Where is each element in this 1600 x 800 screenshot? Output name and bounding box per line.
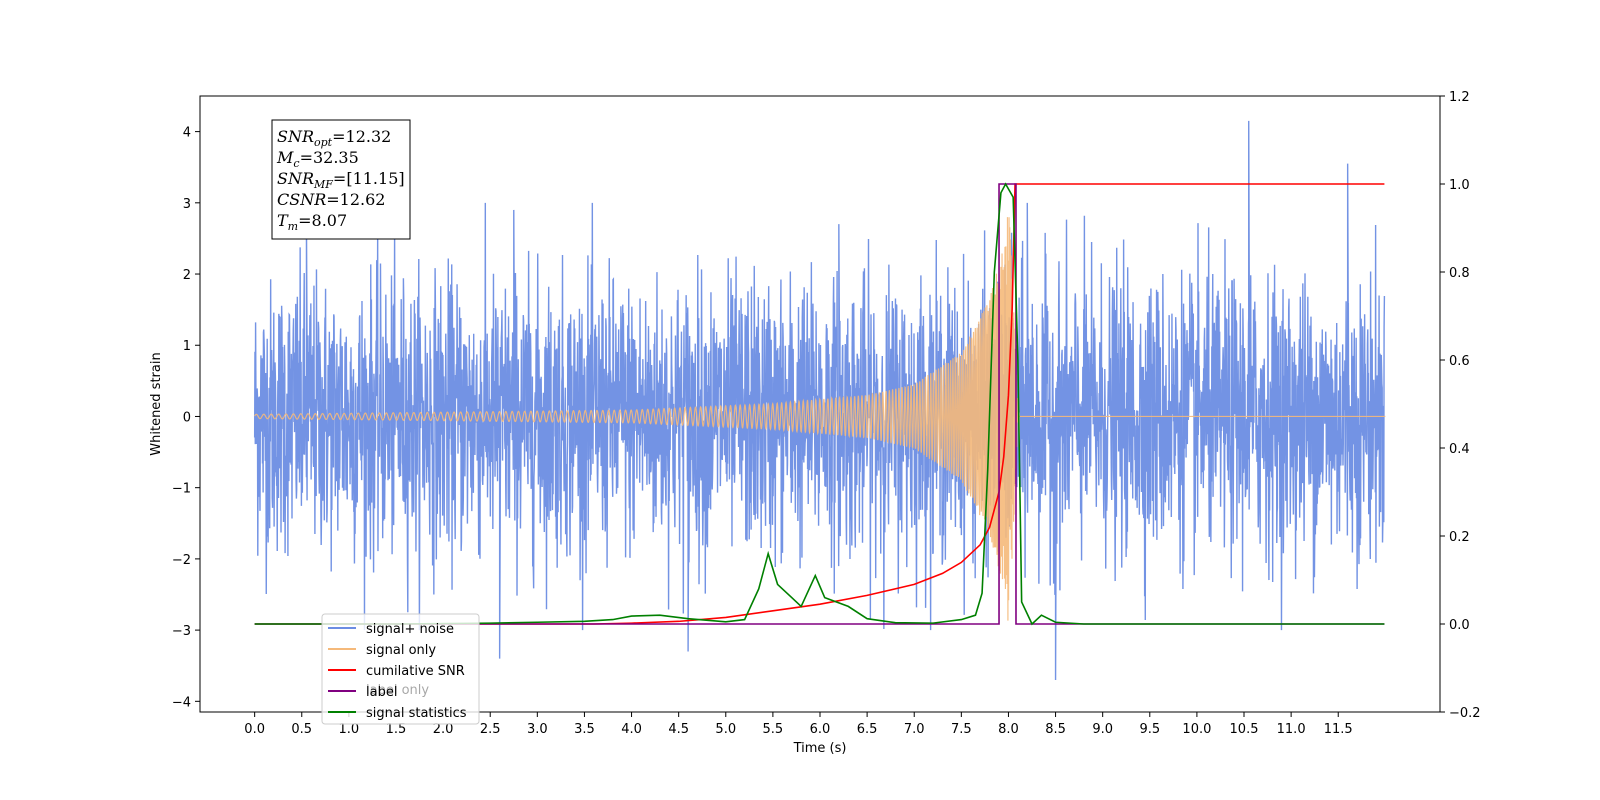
legend-label: cumilative SNR [366, 664, 465, 679]
annotation-line: CSNR=12.62 [277, 190, 385, 209]
x-tick-label: 8.5 [1045, 722, 1066, 737]
x-tick-label: 7.0 [904, 722, 925, 737]
x-tick-label: 8.0 [998, 722, 1019, 737]
x-tick-label: 5.0 [715, 722, 736, 737]
x-tick-label: 0.5 [291, 722, 312, 737]
annotation-line: Tm=8.07 [277, 211, 347, 233]
x-tick-label: 10.0 [1182, 722, 1211, 737]
y2-axis: 1.2 1.0 0.8 0.6 0.4 0.2 0.0 −0.2 [1440, 90, 1481, 721]
series-layer [253, 120, 1386, 680]
y-tick-label: 4 [183, 126, 191, 141]
legend-label: signal only [366, 643, 436, 658]
y2-tick-label: 1.2 [1449, 90, 1470, 105]
x-tick-label: 5.5 [763, 722, 784, 737]
x-tick-label: 9.5 [1139, 722, 1160, 737]
y2-tick-label: 1.0 [1449, 178, 1470, 193]
series-cumulative-snr [254, 183, 1385, 625]
legend-label: label [366, 685, 397, 700]
x-tick-label: 4.0 [621, 722, 642, 737]
y2-tick-label: 0.6 [1449, 354, 1470, 369]
x-tick-label: 2.0 [433, 722, 454, 737]
x-tick-label: 4.5 [668, 722, 689, 737]
x-axis: 0.0 0.5 1.0 1.5 2.0 2.5 3.0 3.5 4.0 4.5 5.0 5.5 6.0 6… [244, 712, 1353, 737]
x-tick-label: 7.5 [951, 722, 972, 737]
x-tick-label: 2.5 [480, 722, 501, 737]
y-tick-label: 3 [183, 197, 191, 212]
annotation-line: Mc=32.35 [276, 148, 359, 170]
y2-tick-label: 0.8 [1449, 266, 1470, 281]
y2-tick-label: 0.2 [1449, 530, 1470, 545]
annotation-frame [271, 119, 411, 240]
series-signal-only [254, 217, 1386, 621]
y2-tick-label: −0.2 [1449, 706, 1481, 721]
y-tick-label: 1 [183, 339, 191, 354]
legend-label: signal+ noise [366, 622, 454, 637]
y-tick-label: −4 [172, 695, 191, 710]
x-tick-label: 6.0 [810, 722, 831, 737]
x-tick-label: 1.0 [339, 722, 360, 737]
legend: label only signal+ noise signal only cumila… [321, 613, 480, 725]
y-axis-title: Whitened strain [149, 352, 164, 455]
x-tick-label: 9.0 [1092, 722, 1113, 737]
legend-label: signal statistics [366, 706, 467, 721]
y-tick-label: 0 [183, 410, 191, 425]
y-tick-label: −1 [172, 482, 191, 497]
y2-tick-label: 0.4 [1449, 442, 1470, 457]
x-axis-title: Time (s) [793, 741, 847, 756]
x-tick-label: 6.5 [857, 722, 878, 737]
annotation-line: SNRMF=[11.15] [277, 169, 405, 191]
x-tick-label: 3.0 [527, 722, 548, 737]
y-tick-label: −3 [172, 624, 191, 639]
x-tick-label: 10.5 [1230, 722, 1259, 737]
legend-frame [321, 613, 480, 725]
x-tick-label: 11.5 [1324, 722, 1353, 737]
annotation-box: SNRopt=12.32Mc=32.35SNRMF=[11.15]CSNR=12… [271, 119, 411, 240]
y-tick-label: 2 [183, 268, 191, 283]
x-tick-label: 3.5 [574, 722, 595, 737]
x-tick-label: 1.5 [386, 722, 407, 737]
x-tick-label: 11.0 [1277, 722, 1306, 737]
annotation-line: SNRopt=12.32 [277, 127, 391, 149]
y-axis: 4 3 2 1 0 −1 −2 −3 −4 [172, 126, 200, 710]
y2-tick-label: 0.0 [1449, 618, 1470, 633]
series-signal-statistics [254, 182, 1385, 626]
y-tick-label: −2 [172, 553, 191, 568]
legend-ghost-label: label only [366, 683, 429, 698]
x-tick-label: 0.0 [244, 722, 265, 737]
